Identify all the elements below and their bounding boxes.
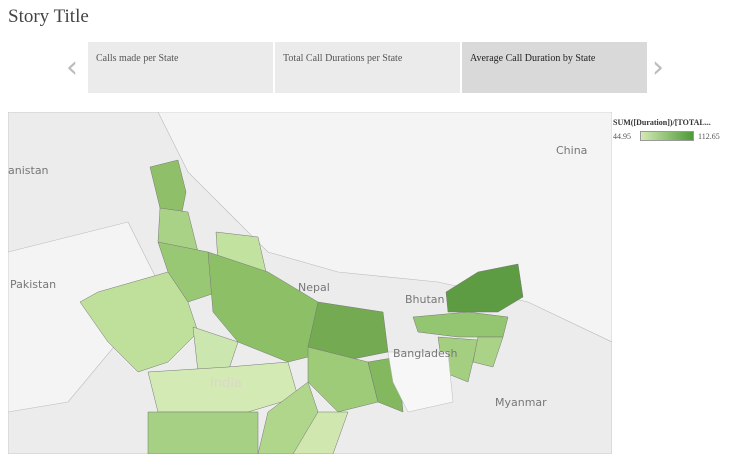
legend-gradient	[640, 131, 694, 141]
legend-min: 44.95	[613, 132, 631, 141]
state	[472, 336, 504, 368]
state	[292, 411, 349, 454]
state	[157, 241, 219, 303]
map: anistan China Pakistan Nepal Bhutan Bang…	[8, 112, 612, 454]
map-label: Myanmar	[495, 396, 547, 409]
state	[412, 311, 509, 338]
map-label: anistan	[8, 164, 49, 177]
legend-title: SUM([Duration])/[TOTAL...	[613, 118, 711, 127]
story-tab[interactable]: Calls made per State	[88, 42, 273, 93]
state	[307, 346, 379, 413]
country-bangladesh	[387, 351, 454, 413]
next-arrow[interactable]: ›	[652, 50, 664, 85]
prev-arrow[interactable]: ‹	[66, 50, 78, 85]
state	[445, 263, 524, 313]
map-label: Nepal	[298, 281, 330, 294]
state	[307, 301, 389, 363]
map-label: Bhutan	[405, 293, 445, 306]
state	[79, 271, 199, 373]
map-label: Bangladesh	[393, 347, 458, 360]
legend-max: 112.65	[698, 132, 720, 141]
map-label: India	[210, 376, 242, 391]
story-tab[interactable]: Total Call Durations per State	[275, 42, 460, 93]
map-label: Pakistan	[10, 278, 56, 291]
state	[149, 159, 187, 223]
story-title: Story Title	[8, 6, 89, 27]
story-tab[interactable]: Average Call Duration by State	[462, 42, 647, 93]
state	[147, 411, 259, 454]
map-label: China	[556, 144, 587, 157]
